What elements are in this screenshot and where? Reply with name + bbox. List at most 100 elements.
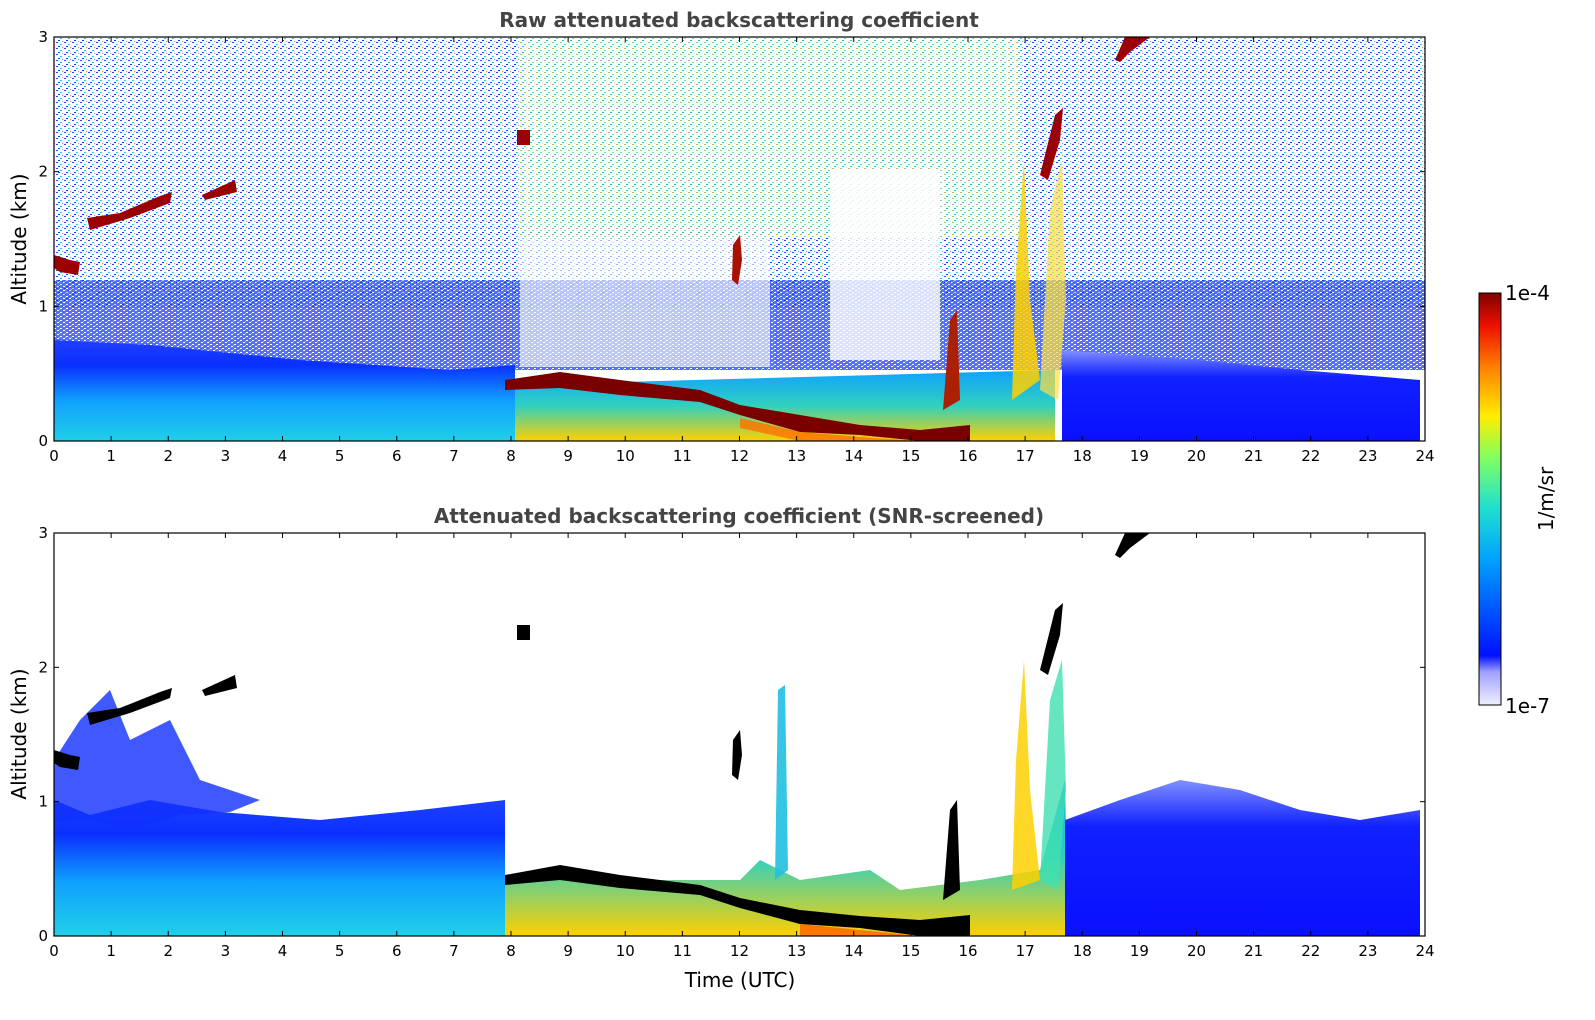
x-tick-label: 5 (335, 447, 345, 465)
x-tick-label: 20 (1187, 447, 1206, 465)
x-tick-label: 1 (106, 447, 116, 465)
x-tick-label: 17 (1016, 447, 1035, 465)
y-tick-label: 1 (38, 297, 48, 315)
x-tick-label: 7 (449, 942, 459, 960)
y-tick-label: 3 (38, 28, 48, 46)
x-tick-label: 15 (901, 942, 920, 960)
x-tick-label: 8 (506, 447, 516, 465)
cloud-19h (1115, 37, 1150, 62)
cloud-12h (732, 730, 742, 780)
x-tick-label: 18 (1073, 942, 1092, 960)
colorbar-min-label: 1e-7 (1505, 694, 1550, 718)
cloud-rising (1040, 108, 1063, 180)
x-tick-label: 8 (506, 942, 516, 960)
x-axis-raw: 0 1 2 3 4 5 6 7 8 9 10 11 12 13 14 15 16 17 18 19 20 21 22 23 24 (49, 37, 1435, 465)
heatmap-screened (54, 533, 1420, 936)
cloud-12h (732, 235, 742, 285)
x-tick-label: 6 (392, 942, 402, 960)
x-tick-label: 9 (563, 942, 573, 960)
x-tick-label: 2 (163, 942, 173, 960)
cloud-19h (1115, 533, 1150, 558)
cloud-3h (202, 675, 237, 696)
boundary-layer-mid (505, 780, 1068, 936)
colorbar-label: 1/m/sr (1534, 466, 1558, 531)
y-tick-label: 2 (38, 163, 48, 181)
x-tick-label: 18 (1073, 447, 1092, 465)
cloud-8h (517, 625, 530, 640)
plume-16h (943, 800, 960, 900)
x-tick-label: 21 (1244, 447, 1263, 465)
x-tick-label: 10 (616, 942, 635, 960)
colorbar: 1e-4 1e-7 1/m/sr (1478, 281, 1558, 718)
y-axis-label-screened: Altitude (km) (7, 668, 31, 799)
x-tick-label: 6 (392, 447, 402, 465)
panel-screened: Attenuated backscattering coefficient (S… (7, 504, 1435, 992)
panel-raw: Raw attenuated backscattering coefficien… (7, 8, 1435, 465)
low-cloud-band (505, 865, 970, 936)
x-tick-label: 20 (1187, 942, 1206, 960)
boundary-layer-left (54, 340, 515, 441)
x-tick-label: 16 (958, 447, 977, 465)
x-tick-label: 19 (1130, 942, 1149, 960)
x-tick-label: 22 (1301, 942, 1320, 960)
y-axis-screened: 0 1 2 3 (38, 524, 1425, 945)
low-cloud-edge (740, 418, 920, 441)
x-tick-label: 0 (49, 942, 59, 960)
y-tick-label: 2 (38, 658, 48, 676)
x-tick-label: 12 (730, 942, 749, 960)
x-tick-label: 19 (1130, 447, 1149, 465)
x-axis-label: Time (UTC) (684, 968, 796, 992)
x-tick-label: 11 (673, 447, 692, 465)
cloud-8h (517, 130, 530, 145)
cloud-1h (87, 192, 172, 230)
x-tick-label: 22 (1301, 447, 1320, 465)
low-cloud-band (505, 372, 970, 441)
x-tick-label: 23 (1358, 942, 1377, 960)
y-axis-raw: 0 1 2 3 (38, 28, 1425, 450)
x-tick-label: 21 (1244, 942, 1263, 960)
x-tick-label: 10 (616, 447, 635, 465)
cloud-3h (202, 180, 237, 200)
plume-17h-b (1040, 660, 1066, 890)
cloud-1h (87, 688, 172, 725)
x-tick-label: 23 (1358, 447, 1377, 465)
cloud-rising (1040, 603, 1063, 675)
plume-16h (943, 310, 960, 410)
x-tick-label: 15 (901, 447, 920, 465)
boundary-layer-right (1065, 780, 1420, 936)
x-tick-label: 24 (1415, 447, 1434, 465)
boundary-layer-right (1062, 350, 1420, 441)
plume-13h (775, 685, 788, 880)
cloud-0h (54, 750, 80, 770)
clear-region (520, 237, 770, 367)
clear-region-2 (830, 170, 940, 360)
x-tick-label: 13 (787, 942, 806, 960)
x-tick-label: 17 (1016, 942, 1035, 960)
x-tick-label: 24 (1415, 942, 1434, 960)
plume-17h (1012, 660, 1040, 890)
x-tick-label: 2 (163, 447, 173, 465)
y-tick-label: 0 (38, 432, 48, 450)
x-tick-label: 0 (49, 447, 59, 465)
heatmap-raw (54, 37, 1425, 441)
plume-17h (1012, 160, 1040, 400)
x-tick-label: 14 (844, 447, 863, 465)
y-axis-label-raw: Altitude (km) (7, 173, 31, 304)
panel-title-raw: Raw attenuated backscattering coefficien… (499, 8, 979, 32)
plume-17h-b (1040, 160, 1066, 400)
x-tick-label: 9 (563, 447, 573, 465)
x-tick-label: 3 (221, 942, 231, 960)
colorbar-max-label: 1e-4 (1505, 281, 1550, 305)
x-tick-label: 12 (730, 447, 749, 465)
x-tick-label: 7 (449, 447, 459, 465)
y-tick-label: 0 (38, 927, 48, 945)
y-tick-label: 3 (38, 524, 48, 542)
x-tick-label: 16 (958, 942, 977, 960)
x-tick-label: 1 (106, 942, 116, 960)
cloud-0h (54, 255, 80, 275)
x-tick-label: 11 (673, 942, 692, 960)
x-tick-label: 13 (787, 447, 806, 465)
x-axis-screened: 0 1 2 3 4 5 6 7 8 9 10 11 12 13 14 15 16 17 18 19 20 21 22 23 24 (49, 533, 1435, 960)
blue-patches-left (54, 690, 260, 830)
noise-field-yellow (520, 37, 1020, 237)
